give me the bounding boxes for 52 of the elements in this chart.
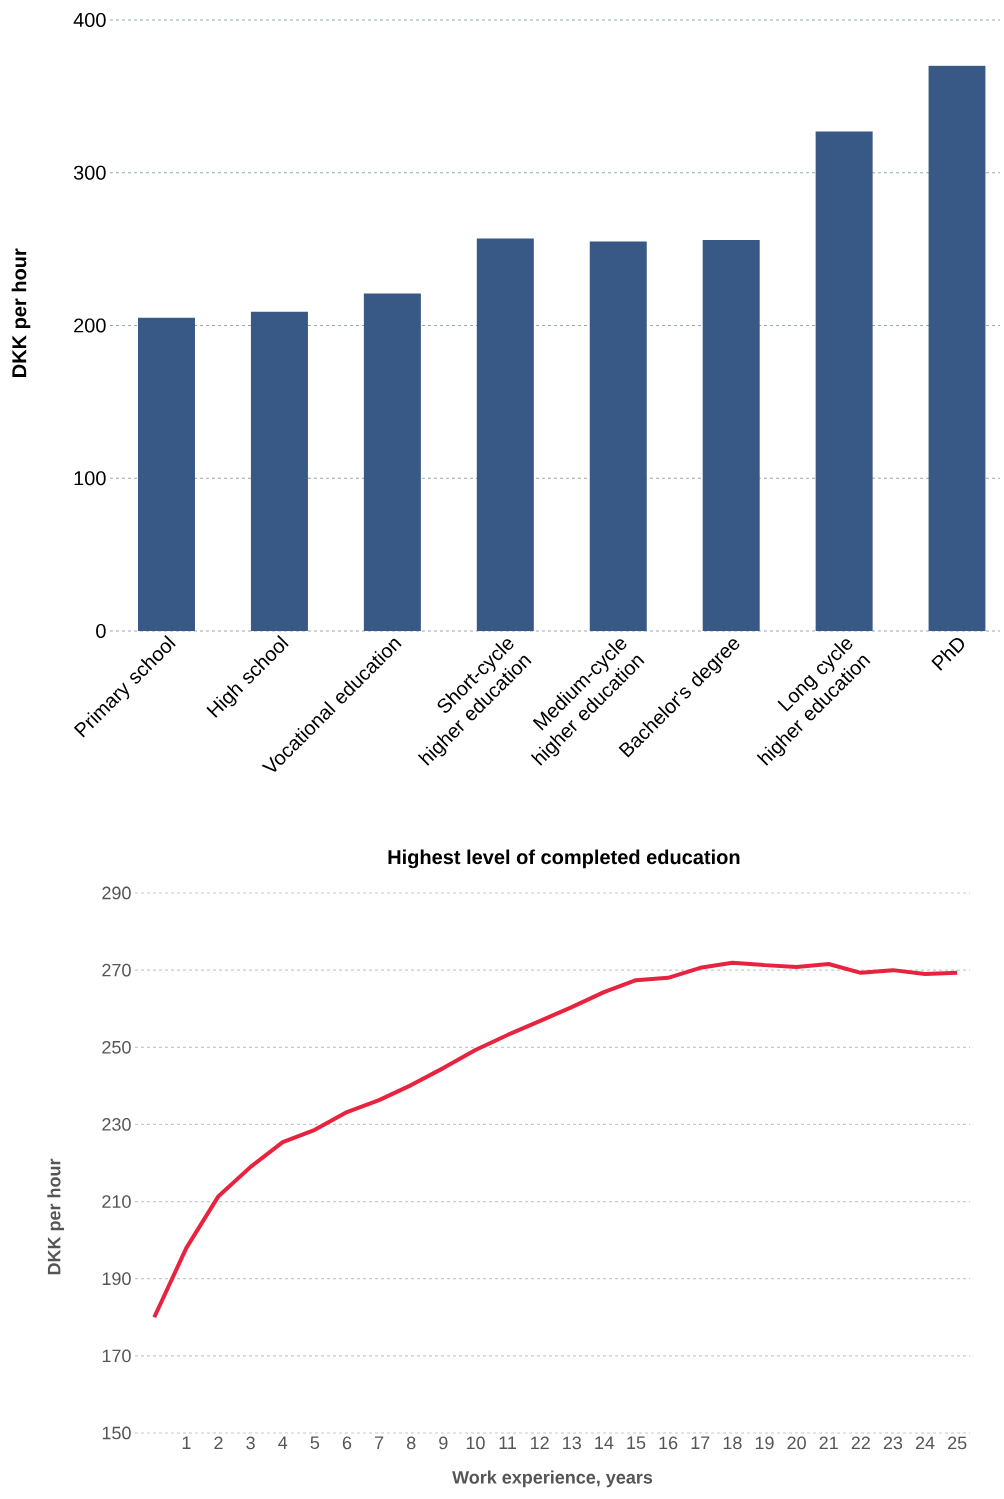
x-tick-label: 20: [787, 1436, 806, 1450]
x-tick-label: 25: [948, 1436, 967, 1450]
x-tick-label: 22: [851, 1436, 870, 1450]
bar: [250, 311, 308, 631]
x-tick-label: 12: [531, 1436, 549, 1450]
x-tick-label: 16: [659, 1436, 678, 1450]
x-tick-label: 23: [883, 1436, 903, 1450]
x-tick-label: 3: [246, 1436, 255, 1450]
y-tick-label: 190: [102, 1272, 131, 1286]
y-tick-label: 250: [102, 1040, 131, 1054]
y-tick-label: 100: [74, 471, 106, 486]
y-tick-label: 170: [102, 1349, 131, 1363]
bar: [702, 239, 760, 631]
y-tick-label: 200: [74, 318, 106, 333]
bar: [137, 317, 195, 631]
x-tick-label: 1: [182, 1436, 191, 1449]
y-tick-label: 230: [102, 1118, 131, 1131]
x-tick-label: 9: [439, 1436, 448, 1450]
x-tick-label: 18: [723, 1436, 742, 1450]
y-tick-label: 270: [102, 963, 131, 977]
bar: [815, 131, 873, 631]
y-tick-label: 400: [73, 12, 106, 28]
x-tick-label: 7: [375, 1436, 384, 1449]
x-tick-label: PhD: [931, 637, 965, 671]
x-tick-label: 4: [278, 1436, 288, 1449]
bar: [928, 65, 986, 631]
x-tick-label: 17: [691, 1436, 710, 1449]
x-tick-label: 13: [563, 1436, 581, 1450]
x-axis-title: Highest level of completed education: [388, 849, 740, 869]
x-axis-title: Work experience, years: [452, 1470, 653, 1488]
x-tick-label: 10: [466, 1436, 485, 1450]
x-tick-label: 24: [915, 1436, 935, 1450]
x-tick-label: 8: [406, 1436, 416, 1450]
y-tick-label: 300: [73, 165, 106, 180]
x-tick-label: 15: [627, 1436, 646, 1450]
x-tick-label: 14: [595, 1436, 614, 1449]
x-tick-label: 21: [819, 1436, 838, 1450]
x-tick-label: 6: [342, 1436, 352, 1450]
y-tick-label: 210: [102, 1195, 131, 1208]
bar: [476, 238, 534, 631]
x-tick-label: 2: [214, 1436, 223, 1450]
y-axis-title: DKK per hour: [11, 248, 31, 377]
bar: [589, 241, 647, 631]
line-series: [152, 960, 960, 1320]
x-tick-label: 11: [499, 1436, 516, 1449]
bar: [363, 293, 421, 631]
y-tick-label: 290: [102, 886, 131, 900]
y-axis-title: DKK per hour: [47, 1158, 65, 1275]
y-tick-label: 150: [102, 1426, 131, 1440]
y-tick-label: 0: [96, 623, 106, 639]
x-tick-label: 5: [310, 1436, 320, 1450]
x-tick-label: 19: [755, 1436, 774, 1450]
